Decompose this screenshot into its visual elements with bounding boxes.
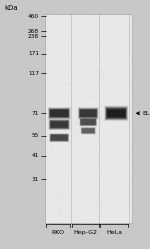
FancyBboxPatch shape — [105, 107, 127, 120]
FancyBboxPatch shape — [78, 107, 98, 119]
Text: RKO: RKO — [51, 230, 64, 235]
FancyBboxPatch shape — [80, 118, 96, 126]
FancyBboxPatch shape — [50, 109, 69, 118]
Text: 171: 171 — [28, 51, 39, 56]
FancyBboxPatch shape — [80, 110, 97, 117]
FancyBboxPatch shape — [106, 109, 126, 118]
Text: 55: 55 — [32, 133, 39, 138]
Text: kDa: kDa — [4, 5, 18, 11]
Text: 238: 238 — [28, 34, 39, 39]
FancyBboxPatch shape — [49, 119, 70, 130]
Text: 41: 41 — [32, 153, 39, 158]
Bar — [45, 14, 132, 223]
FancyBboxPatch shape — [79, 108, 98, 119]
FancyBboxPatch shape — [81, 119, 96, 125]
Text: 117: 117 — [28, 71, 39, 76]
FancyBboxPatch shape — [50, 121, 69, 128]
Text: 268: 268 — [28, 29, 39, 34]
FancyBboxPatch shape — [82, 128, 95, 133]
Text: 71: 71 — [32, 111, 39, 116]
FancyBboxPatch shape — [79, 109, 97, 118]
FancyBboxPatch shape — [49, 108, 70, 119]
FancyBboxPatch shape — [81, 127, 96, 134]
Text: ELL2: ELL2 — [142, 111, 150, 116]
FancyBboxPatch shape — [104, 106, 128, 121]
FancyBboxPatch shape — [50, 134, 68, 141]
FancyBboxPatch shape — [49, 133, 69, 142]
FancyBboxPatch shape — [106, 108, 127, 119]
FancyBboxPatch shape — [80, 118, 97, 126]
FancyBboxPatch shape — [51, 121, 68, 128]
Text: 460: 460 — [28, 14, 39, 19]
Text: 31: 31 — [32, 177, 39, 182]
FancyBboxPatch shape — [48, 107, 70, 119]
FancyBboxPatch shape — [51, 135, 68, 141]
Text: HeLa: HeLa — [106, 230, 122, 235]
FancyBboxPatch shape — [49, 120, 69, 129]
Text: Hep-G2: Hep-G2 — [73, 230, 97, 235]
FancyBboxPatch shape — [50, 110, 68, 117]
FancyBboxPatch shape — [107, 110, 125, 117]
FancyBboxPatch shape — [81, 128, 95, 134]
